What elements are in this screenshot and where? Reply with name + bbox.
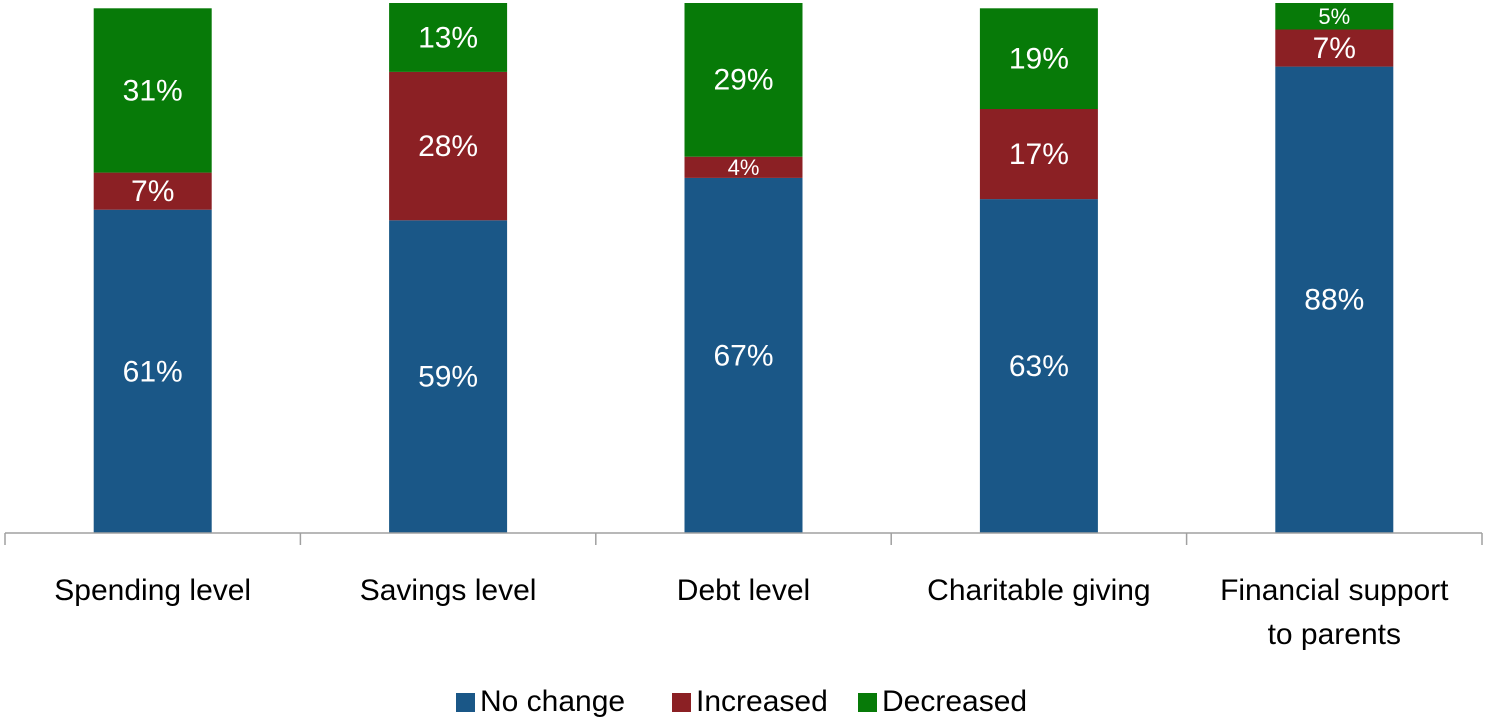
bar-segment-no-change-5 (1275, 66, 1394, 533)
data-label: 67% (713, 339, 773, 372)
bar-segment-no-change-1 (93, 209, 212, 533)
category-label-line: Charitable giving (927, 574, 1150, 607)
data-label: 5% (1318, 4, 1350, 29)
data-label: 13% (418, 21, 478, 54)
category-label-line: Debt level (677, 574, 810, 607)
bar-segment-increased-4 (979, 109, 1098, 200)
bar-segment-no-change-4 (979, 199, 1098, 533)
bar-segment-decreased-2 (389, 3, 508, 72)
legend-label: No change (480, 685, 625, 718)
category-label: Spending level (54, 574, 251, 607)
bar-segment-increased-1 (93, 172, 212, 210)
category-label: Savings level (360, 574, 537, 607)
bar-segment-no-change-3 (684, 177, 803, 533)
data-label: 7% (131, 175, 174, 208)
data-label: 59% (418, 361, 478, 394)
data-label: 28% (418, 130, 478, 163)
bar-segment-decreased-4 (979, 8, 1098, 109)
bar-segment-decreased-3 (684, 3, 803, 157)
bars-layer (93, 3, 1394, 534)
category-label-line: to parents (1268, 618, 1401, 651)
bar-segment-increased-3 (684, 156, 803, 178)
data-label: 29% (713, 64, 773, 97)
data-label: 17% (1009, 138, 1069, 171)
category-label: Financial support to parents (1220, 574, 1449, 651)
data-label: 19% (1009, 43, 1069, 76)
data-labels-layer: 61% 7% 31% 59% 28% 13% 67% 4% 29% 63% 17% 19% 88% 7% 5… (123, 4, 1365, 393)
category-label: Debt level (677, 574, 810, 607)
bar-segment-increased-2 (389, 71, 508, 221)
data-label: 4% (728, 155, 760, 180)
category-label-line: Spending level (54, 574, 251, 607)
data-label: 7% (1313, 32, 1356, 65)
legend-label: Increased (696, 685, 828, 718)
data-label: 63% (1009, 350, 1069, 383)
x-axis (4, 532, 1483, 545)
legend-label: Decreased (882, 685, 1027, 718)
data-label: 61% (123, 355, 183, 388)
bar-segment-decreased-5 (1275, 3, 1394, 30)
category-label-line: Savings level (360, 574, 537, 607)
bar-segment-decreased-1 (93, 8, 212, 173)
legend-swatch-no-change (456, 693, 475, 712)
legend-swatch-increased (672, 693, 691, 712)
data-label: 88% (1304, 284, 1364, 317)
bar-segment-increased-5 (1275, 29, 1394, 67)
legend: No change Increased Decreased (456, 685, 1027, 718)
legend-swatch-decreased (858, 693, 877, 712)
category-label-line: Financial support (1220, 574, 1449, 607)
category-label: Charitable giving (927, 574, 1150, 607)
category-labels-layer: Spending level Savings level Debt level Cha… (54, 574, 1449, 651)
data-label: 31% (123, 74, 183, 107)
bar-segment-no-change-2 (389, 220, 508, 534)
